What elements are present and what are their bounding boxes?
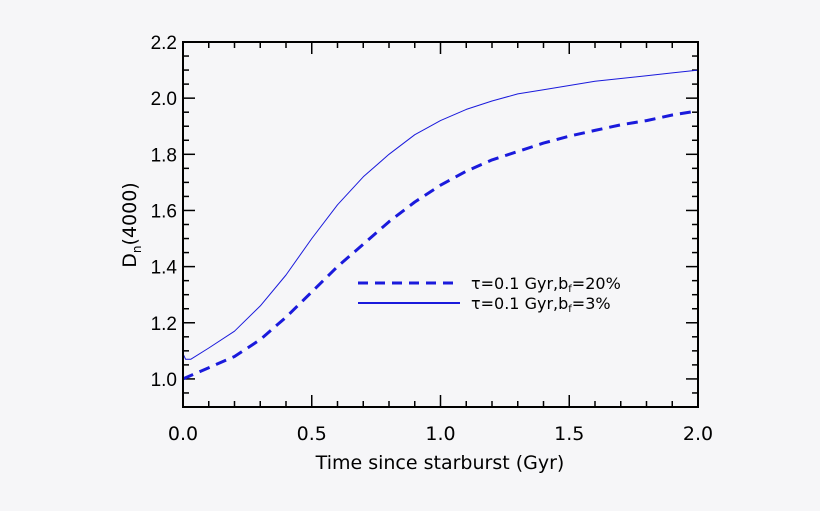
x-tick-label: 0.0 xyxy=(168,423,198,445)
series-line-dashed xyxy=(182,109,699,381)
y-tick-label: 2.0 xyxy=(151,89,177,110)
tick-labels: 0.0 0.5 1.0 1.5 2.0 1.0 1.2 1.4 1.6 1.8 2.0 2.2 xyxy=(151,33,714,445)
y-tick-label: 1.8 xyxy=(151,145,177,166)
x-tick-label: 1.5 xyxy=(554,423,584,445)
x-axis-label: Time since starburst (Gyr) xyxy=(315,452,565,474)
y-tick-label: 1.6 xyxy=(151,201,177,222)
series-line-solid xyxy=(182,69,699,360)
x-tick-label: 0.5 xyxy=(297,423,327,445)
x-tick-label: 1.0 xyxy=(425,423,455,445)
y-axis-label: Dn(4000) xyxy=(119,182,144,267)
plot-frame xyxy=(182,41,699,408)
x-tick-label: 2.0 xyxy=(683,423,713,445)
legend-label: τ=0.1 Gyr,bf=3% xyxy=(471,294,611,315)
axis-ticks xyxy=(182,41,699,408)
legend: τ=0.1 Gyr,bf=20%τ=0.1 Gyr,bf=3% xyxy=(358,274,621,315)
y-tick-label: 1.2 xyxy=(151,314,177,335)
y-tick-label: 2.2 xyxy=(151,33,177,54)
y-tick-label: 1.4 xyxy=(151,258,178,279)
series-lines xyxy=(182,69,699,381)
y-tick-label: 1.0 xyxy=(151,370,177,391)
legend-label: τ=0.1 Gyr,bf=20% xyxy=(471,274,621,295)
